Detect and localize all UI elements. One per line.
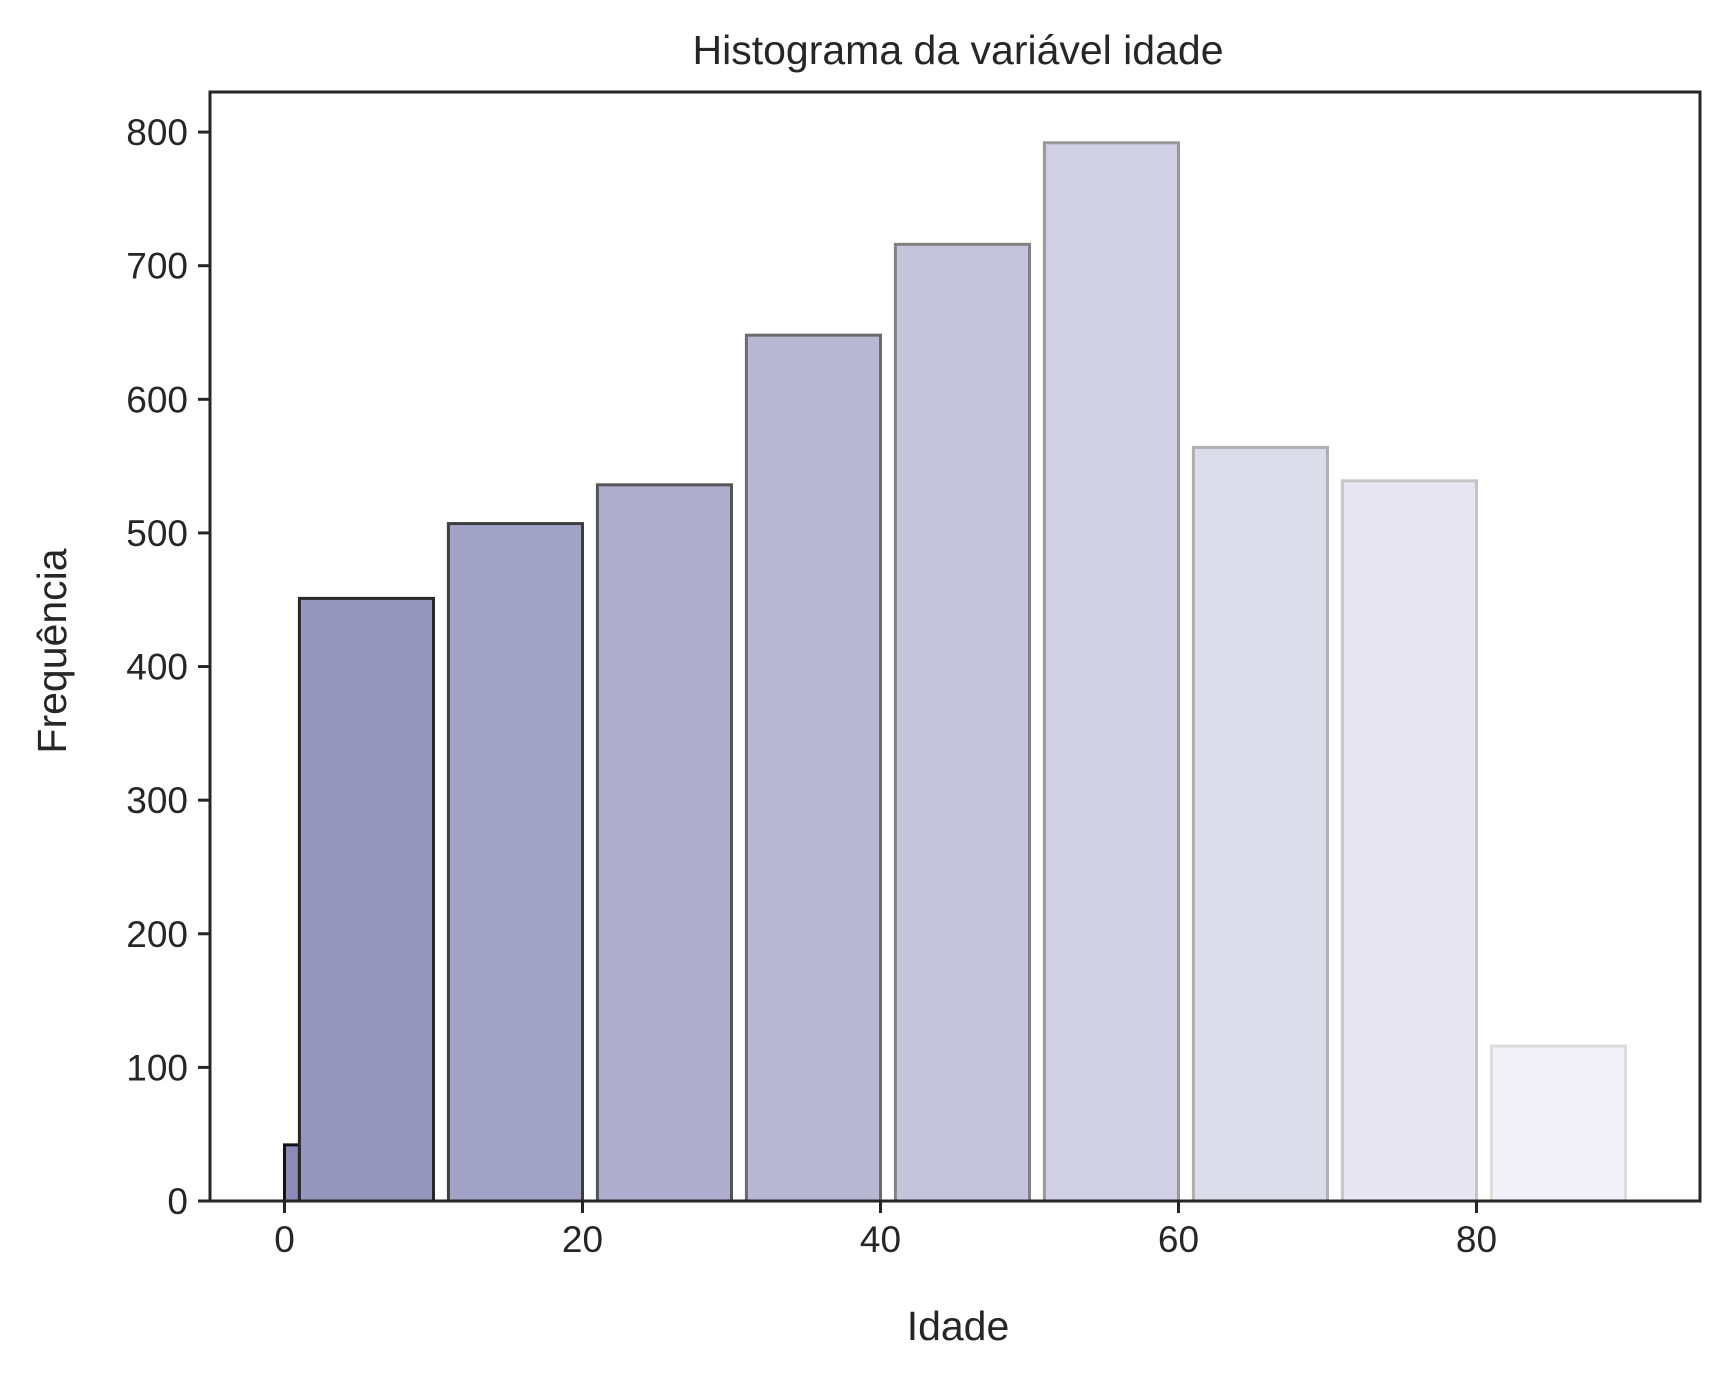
plot-frame bbox=[208, 90, 1702, 1203]
histogram-bar bbox=[595, 483, 734, 1203]
x-tick-label: 60 bbox=[1158, 1219, 1199, 1260]
histogram-bar bbox=[893, 242, 1032, 1203]
y-tick-label: 200 bbox=[126, 914, 188, 955]
chart-title: Histograma da variável idade bbox=[693, 27, 1224, 73]
y-tick-label: 700 bbox=[126, 246, 188, 287]
x-tick-label: 40 bbox=[860, 1219, 901, 1260]
histogram-bar bbox=[744, 333, 883, 1203]
bars-group bbox=[283, 141, 1628, 1203]
x-axis-title: Idade bbox=[907, 1303, 1010, 1349]
y-axis: 0 100 200 300 400 500 600 700 800 bbox=[126, 112, 210, 1222]
histogram-bar bbox=[1191, 445, 1330, 1203]
y-tick-label: 400 bbox=[126, 647, 188, 688]
x-tick-label: 20 bbox=[562, 1219, 603, 1260]
y-axis-title: Frequência bbox=[29, 548, 75, 753]
x-tick-label: 0 bbox=[274, 1219, 295, 1260]
x-tick-label: 80 bbox=[1456, 1219, 1497, 1260]
y-tick-label: 500 bbox=[126, 513, 188, 554]
y-tick-label: 800 bbox=[126, 112, 188, 153]
histogram-bar bbox=[1340, 479, 1479, 1203]
histogram-bar bbox=[1042, 141, 1181, 1203]
histogram-bar bbox=[446, 522, 584, 1203]
x-axis: 0 20 40 60 80 bbox=[274, 1201, 1497, 1260]
y-tick-label: 100 bbox=[126, 1047, 188, 1088]
y-tick-label: 300 bbox=[126, 780, 188, 821]
histogram-bar bbox=[283, 1143, 301, 1203]
histogram-bar bbox=[297, 596, 435, 1203]
histogram-bar bbox=[1489, 1044, 1628, 1203]
y-tick-label: 0 bbox=[167, 1181, 188, 1222]
y-tick-label: 600 bbox=[126, 379, 188, 420]
